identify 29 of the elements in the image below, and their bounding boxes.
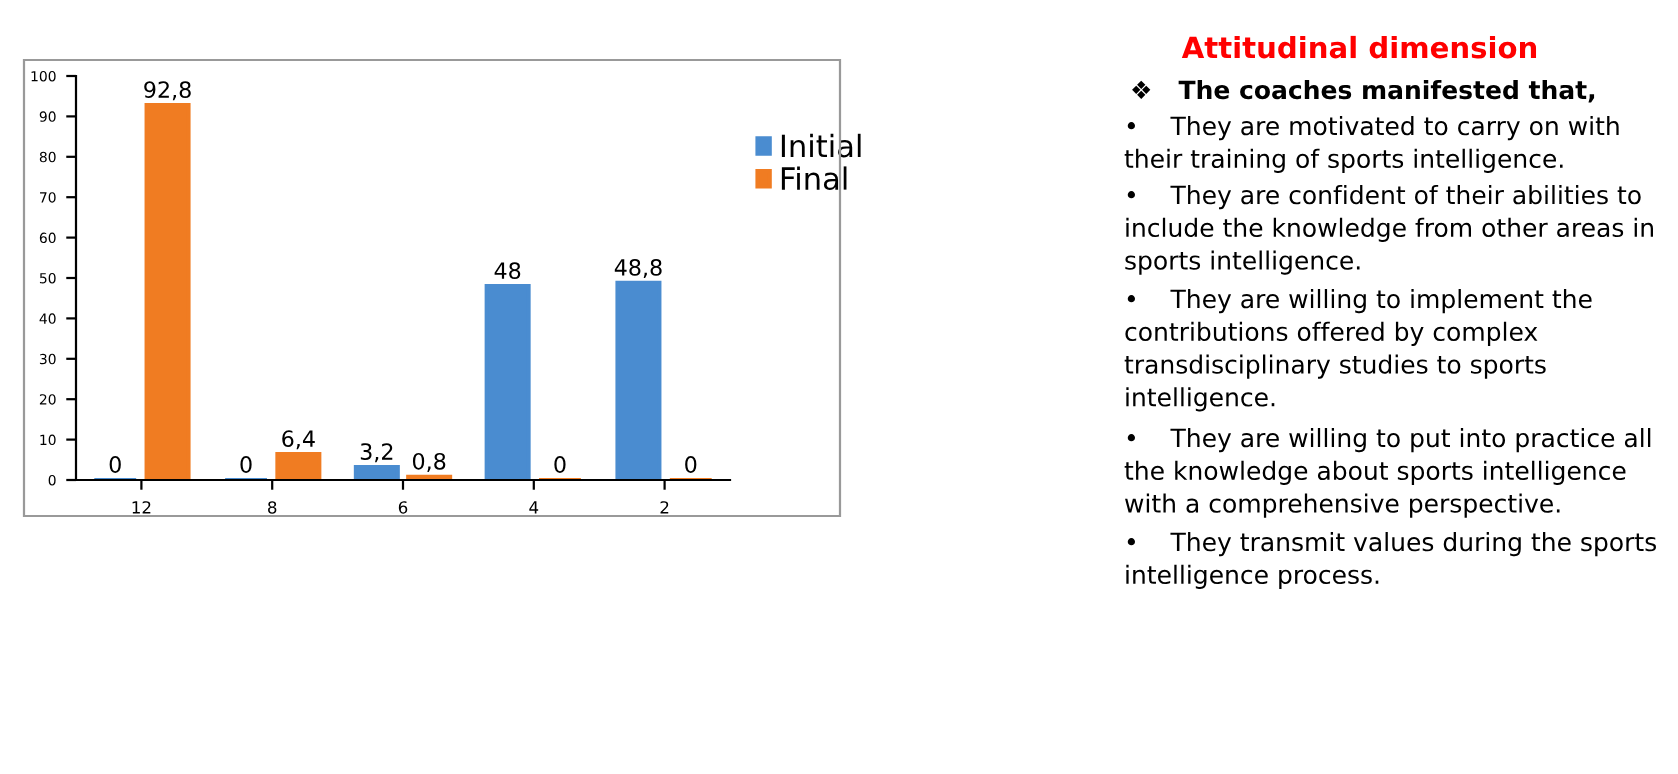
data-label: 0	[685, 456, 697, 473]
bar	[484, 283, 531, 480]
x-tick-label: 4	[529, 501, 539, 514]
bar	[144, 103, 191, 480]
text: Attitudinal dimension	[1181, 35, 1537, 59]
x-tick-label: 6	[398, 501, 408, 514]
data-label: 92,8	[144, 81, 191, 101]
data-label: 0,8	[412, 452, 446, 472]
data-label: 0	[554, 456, 566, 473]
text: • They are willing to put into practice all the knowledge about sports intelligence with a comprehensive perspective.	[1124, 428, 1651, 518]
bar	[615, 280, 662, 480]
x-tick-label: 2	[660, 501, 669, 514]
bar	[353, 464, 400, 480]
legend-label: Initial	[781, 133, 861, 158]
text: ❖ The coaches manifested that,	[1132, 79, 1595, 103]
data-label: 3,2	[360, 443, 393, 463]
data-label: 0	[109, 456, 121, 473]
legend-label: Final	[781, 166, 847, 191]
data-label: 0	[240, 456, 252, 473]
text: • They transmit values during the sports intelligence process.	[1126, 532, 1656, 589]
data-label: 48,8	[614, 258, 662, 279]
bar	[275, 452, 322, 480]
text: • They are willing to implement the contributions offered by complex transdisciplinary studies to sports intelligence.	[1124, 289, 1592, 412]
x-tick-label: 8	[268, 501, 277, 514]
text: • They are confident of their abilities to include the knowledge from other areas in sports intelligence.	[1125, 185, 1653, 275]
text: • They are motivated to carry on with their training of sports intelligence.	[1124, 116, 1619, 173]
data-label: 6,4	[282, 430, 315, 450]
data-label: 48	[494, 262, 521, 279]
x-tick-label: 12	[132, 501, 151, 514]
